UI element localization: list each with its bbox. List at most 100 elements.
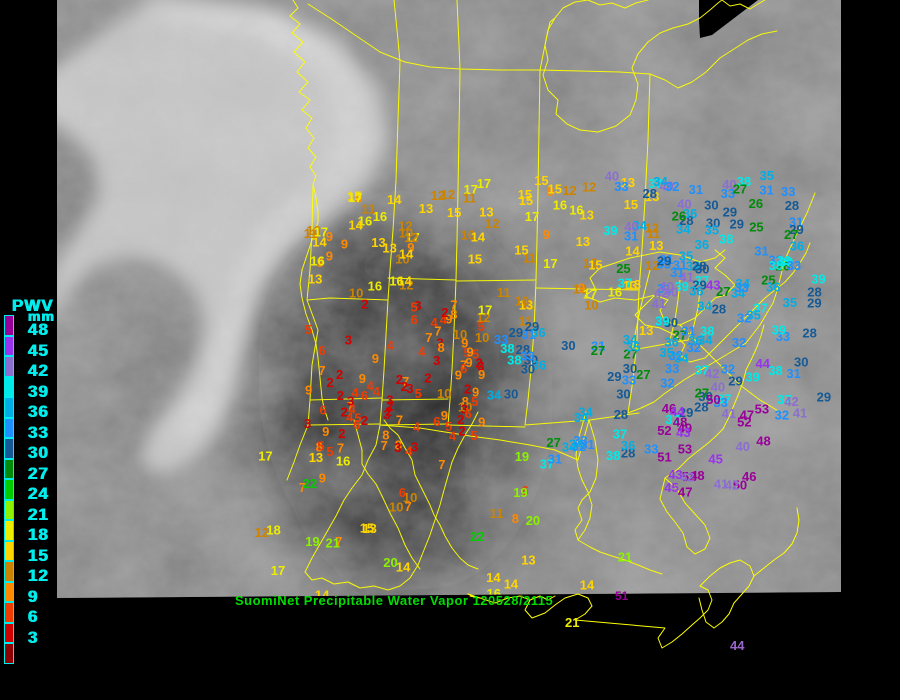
svg-text:8: 8 [512, 511, 519, 526]
svg-text:30: 30 [623, 361, 637, 376]
svg-text:14: 14 [486, 570, 501, 585]
svg-text:6: 6 [465, 406, 472, 421]
svg-text:9: 9 [465, 355, 472, 370]
svg-text:22: 22 [303, 476, 317, 491]
svg-text:16: 16 [553, 197, 567, 212]
svg-text:9: 9 [326, 249, 333, 264]
svg-text:6: 6 [318, 343, 325, 358]
svg-text:31: 31 [754, 244, 768, 259]
svg-text:16: 16 [368, 278, 382, 293]
svg-text:17: 17 [348, 190, 362, 205]
svg-text:6: 6 [399, 485, 406, 500]
svg-text:15: 15 [534, 173, 548, 188]
svg-text:53: 53 [755, 402, 769, 417]
svg-text:7: 7 [438, 457, 445, 472]
svg-text:53: 53 [678, 442, 692, 457]
svg-text:29: 29 [607, 369, 621, 384]
svg-text:13: 13 [362, 521, 376, 536]
svg-text:17: 17 [314, 225, 328, 240]
svg-text:9: 9 [372, 351, 379, 366]
svg-text:35: 35 [705, 222, 719, 237]
svg-text:25: 25 [749, 219, 763, 234]
svg-text:27: 27 [591, 343, 605, 358]
svg-text:30: 30 [704, 197, 718, 212]
svg-text:22: 22 [470, 529, 484, 544]
svg-text:13: 13 [382, 241, 396, 256]
svg-text:9: 9 [461, 335, 468, 350]
svg-text:9: 9 [322, 424, 329, 439]
svg-text:30: 30 [695, 262, 709, 277]
svg-text:42: 42 [654, 285, 668, 300]
svg-text:12: 12 [255, 525, 269, 540]
svg-text:11: 11 [463, 190, 477, 205]
svg-text:2: 2 [338, 426, 345, 441]
svg-text:48: 48 [756, 433, 770, 448]
svg-text:40: 40 [605, 168, 619, 183]
svg-text:7: 7 [425, 330, 432, 345]
svg-text:52: 52 [657, 423, 671, 438]
svg-text:9: 9 [441, 408, 448, 423]
svg-text:13: 13 [308, 272, 322, 287]
svg-text:15: 15 [588, 258, 602, 273]
svg-text:42: 42 [784, 394, 798, 409]
svg-text:7: 7 [318, 363, 325, 378]
svg-text:2: 2 [361, 413, 368, 428]
svg-text:45: 45 [664, 480, 678, 495]
svg-text:14: 14 [387, 192, 402, 207]
svg-text:3: 3 [411, 439, 418, 454]
svg-text:12: 12 [485, 216, 499, 231]
svg-text:9: 9 [305, 383, 312, 398]
svg-text:9: 9 [319, 470, 326, 485]
svg-text:2: 2 [464, 382, 471, 397]
svg-text:9: 9 [359, 371, 366, 386]
svg-text:17: 17 [525, 209, 539, 224]
svg-text:38: 38 [700, 323, 714, 338]
svg-text:2: 2 [361, 296, 368, 311]
svg-text:17: 17 [478, 303, 492, 318]
svg-text:5: 5 [471, 428, 478, 443]
svg-text:4: 4 [373, 384, 381, 399]
svg-text:51: 51 [657, 449, 671, 464]
svg-text:4: 4 [346, 409, 354, 424]
svg-text:15: 15 [514, 242, 528, 257]
svg-text:32: 32 [732, 335, 746, 350]
svg-text:14: 14 [504, 576, 519, 591]
svg-text:4: 4 [351, 385, 359, 400]
svg-text:34: 34 [676, 222, 691, 237]
svg-text:30: 30 [794, 354, 808, 369]
svg-text:17: 17 [543, 256, 557, 271]
svg-text:28: 28 [802, 326, 816, 341]
svg-text:34: 34 [697, 299, 712, 314]
svg-text:15: 15 [518, 187, 532, 202]
svg-text:17: 17 [583, 287, 597, 302]
svg-text:3: 3 [345, 332, 352, 347]
svg-text:33: 33 [734, 280, 748, 295]
svg-text:12: 12 [404, 230, 418, 245]
svg-text:9: 9 [543, 227, 550, 242]
svg-text:11: 11 [490, 506, 504, 521]
svg-text:2: 2 [337, 388, 344, 403]
svg-text:19: 19 [513, 485, 527, 500]
svg-text:5: 5 [415, 386, 422, 401]
svg-text:21: 21 [326, 535, 340, 550]
svg-text:36: 36 [664, 335, 678, 350]
svg-text:3: 3 [406, 381, 413, 396]
svg-text:45: 45 [708, 452, 722, 467]
svg-text:29: 29 [657, 254, 671, 269]
svg-text:12: 12 [582, 180, 596, 195]
svg-text:27: 27 [636, 367, 650, 382]
svg-text:38: 38 [768, 363, 782, 378]
svg-text:36: 36 [689, 283, 703, 298]
svg-text:15: 15 [447, 205, 461, 220]
svg-text:40: 40 [624, 219, 638, 234]
svg-text:26: 26 [749, 196, 763, 211]
svg-text:44: 44 [730, 638, 745, 653]
svg-text:10: 10 [389, 500, 403, 515]
svg-text:37: 37 [695, 363, 709, 378]
svg-text:35: 35 [783, 295, 797, 310]
svg-text:15: 15 [468, 252, 482, 267]
svg-text:9: 9 [341, 236, 348, 251]
svg-text:29: 29 [728, 373, 742, 388]
svg-text:33: 33 [781, 184, 795, 199]
svg-text:35: 35 [746, 308, 760, 323]
